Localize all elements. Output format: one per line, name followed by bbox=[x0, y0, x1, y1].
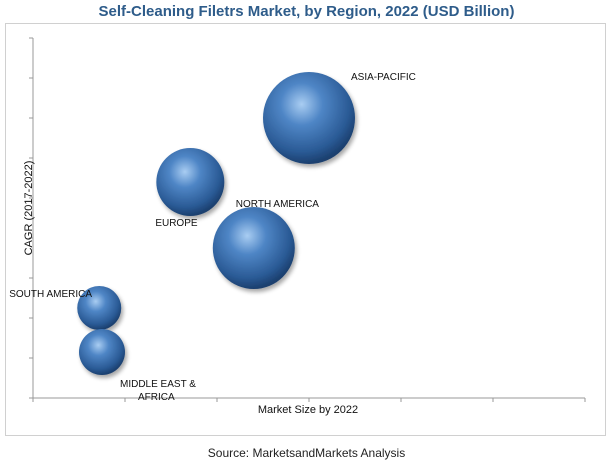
bubble-label-middle-east-africa: MIDDLE EAST & AFRICA bbox=[120, 379, 196, 403]
bubble-north-america bbox=[212, 207, 295, 289]
x-axis-label: Market Size by 2022 bbox=[258, 404, 358, 416]
bubble-europe bbox=[156, 148, 225, 216]
y-axis-label: CAGR (2017-2022) bbox=[23, 161, 35, 256]
bubble-label-north-america: NORTH AMERICA bbox=[236, 199, 319, 210]
bubble-label-asia-pacific: ASIA-PACIFIC bbox=[351, 72, 416, 83]
bubble-label-south-america: SOUTH AMERICA bbox=[9, 289, 92, 300]
bubble-label-europe: EUROPE bbox=[155, 218, 198, 229]
bubbles bbox=[77, 72, 355, 375]
chart-frame bbox=[5, 23, 606, 436]
bubble-middle-east-africa bbox=[79, 329, 125, 375]
bubble-south-america bbox=[77, 286, 122, 330]
bubble-asia-pacific bbox=[263, 72, 355, 164]
bubble-labels: ASIA-PACIFIC EUROPE NORTH AMERICA SOUTH AME… bbox=[9, 72, 416, 403]
source-note: Source: MarketsandMarkets Analysis bbox=[207, 446, 406, 460]
chart-title: Self-Cleaning Filetrs Market, by Region,… bbox=[98, 3, 515, 20]
axes bbox=[29, 37, 586, 402]
